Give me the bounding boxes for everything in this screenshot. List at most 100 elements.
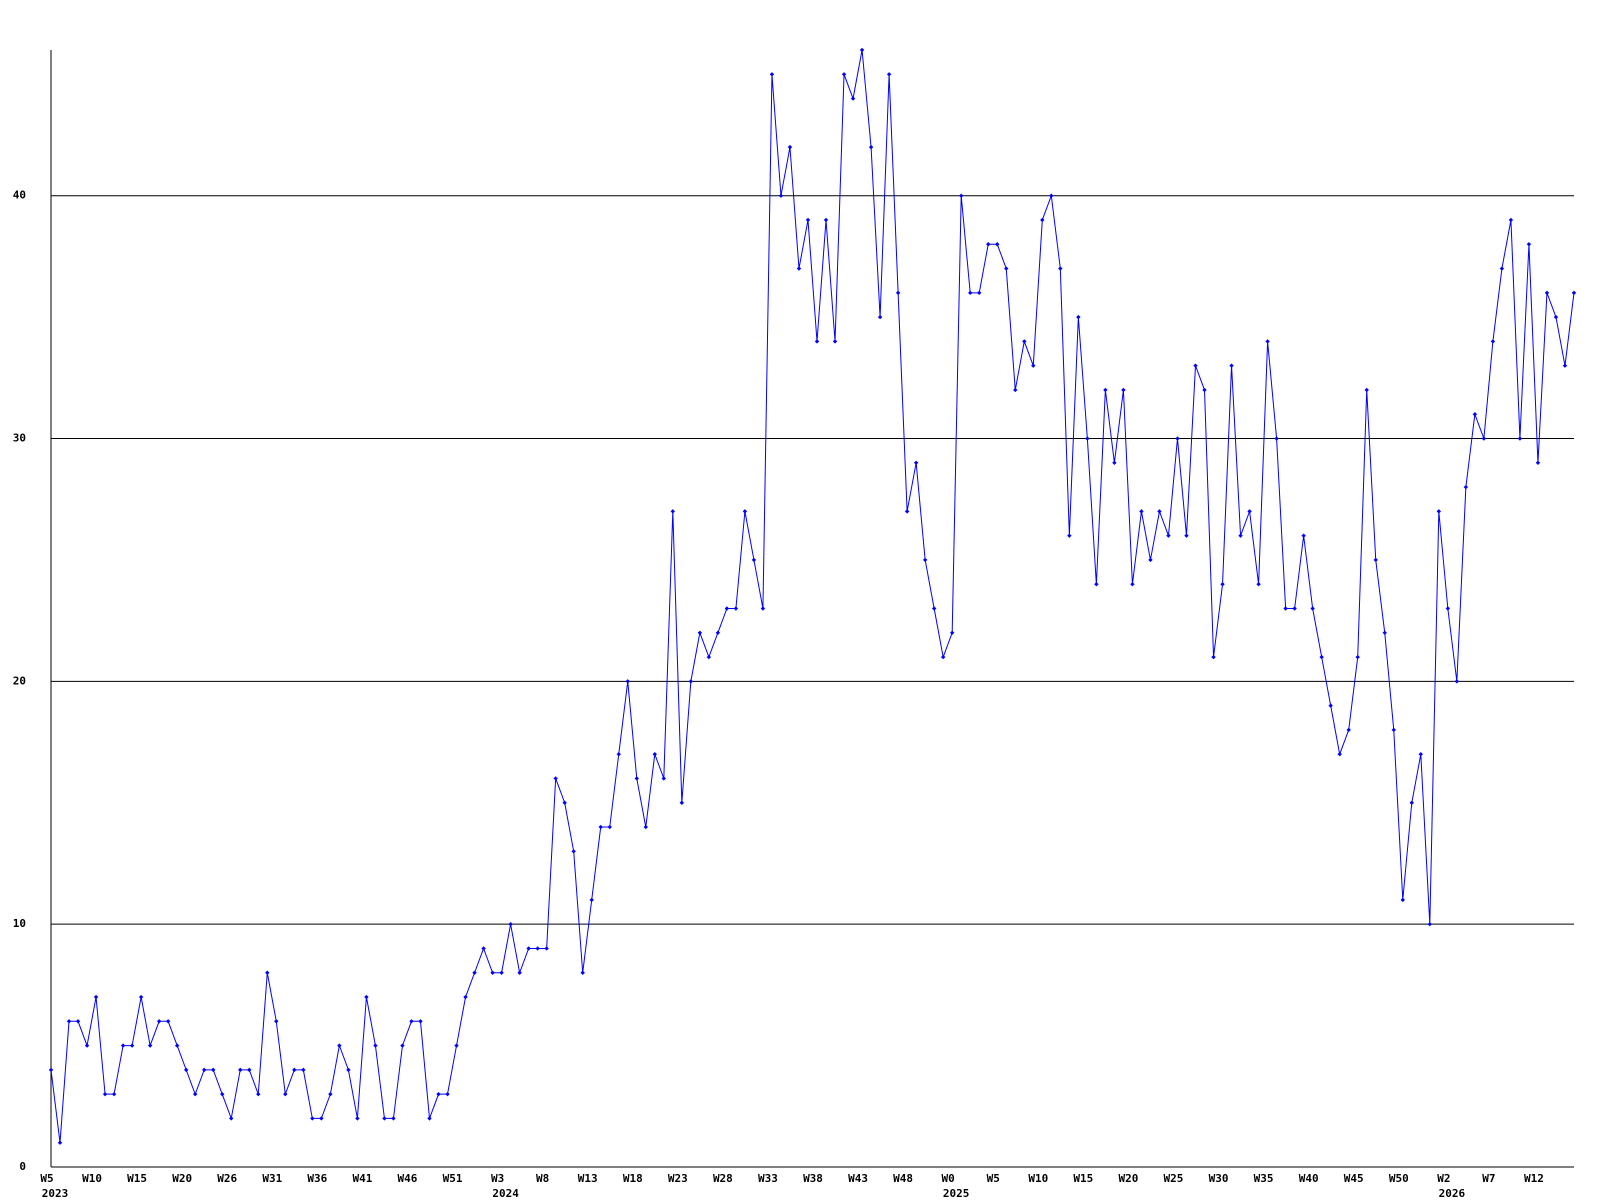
data-point <box>1121 387 1126 393</box>
data-point <box>1382 630 1387 635</box>
data-point <box>183 1067 189 1073</box>
data-point <box>1130 582 1135 587</box>
x-tick-label: W36 <box>307 1172 327 1185</box>
data-point <box>346 1067 351 1073</box>
data-point <box>156 1019 162 1024</box>
x-tick-label: W25 <box>1164 1172 1184 1185</box>
data-point <box>986 242 991 247</box>
data-point <box>1049 193 1054 198</box>
data-point <box>1301 533 1306 538</box>
data-point <box>57 1140 63 1145</box>
data-point <box>418 1019 423 1024</box>
data-point <box>93 994 99 1000</box>
data-point <box>778 193 784 198</box>
data-point <box>463 994 468 1000</box>
x-year-label: 2025 <box>943 1187 970 1200</box>
data-point <box>202 1067 207 1073</box>
data-point <box>499 970 504 975</box>
data-point <box>391 1116 396 1121</box>
data-point <box>382 1116 387 1121</box>
data-point <box>409 1019 414 1024</box>
data-point <box>553 776 558 781</box>
data-point <box>310 1116 315 1121</box>
data-point <box>1157 509 1162 514</box>
x-tick-label: W30 <box>1209 1172 1229 1185</box>
data-point <box>373 1043 378 1048</box>
data-point <box>1076 314 1081 320</box>
data-point <box>427 1116 432 1121</box>
x-tick-label: W28 <box>713 1172 733 1185</box>
data-point <box>1085 436 1090 441</box>
data-point <box>1238 533 1243 538</box>
data-point <box>1094 582 1099 587</box>
y-tick-label: 0 <box>19 1160 26 1173</box>
data-point <box>445 1091 450 1097</box>
data-point <box>868 144 874 150</box>
data-point <box>1166 533 1171 538</box>
data-point <box>1436 509 1442 514</box>
data-point <box>1481 436 1487 441</box>
data-point <box>589 897 594 903</box>
data-point <box>607 824 612 830</box>
data-point <box>481 946 486 951</box>
x-tick-label: W51 <box>443 1172 463 1185</box>
data-point <box>995 242 1000 247</box>
data-point <box>1409 800 1414 805</box>
data-point <box>472 970 477 975</box>
data-point <box>1517 436 1523 441</box>
data-point <box>1139 509 1144 514</box>
data-point <box>562 800 567 805</box>
data-point <box>1346 727 1351 733</box>
data-point <box>283 1091 288 1097</box>
data-point <box>1472 412 1478 417</box>
data-point <box>1418 751 1423 757</box>
data-point <box>1022 339 1027 344</box>
x-year-label: 2023 <box>42 1187 69 1200</box>
data-point <box>733 606 739 611</box>
data-point <box>922 557 928 563</box>
data-point <box>337 1043 342 1048</box>
data-point <box>1004 266 1009 271</box>
x-tick-label: W43 <box>848 1172 868 1185</box>
data-point <box>508 921 513 927</box>
data-point <box>1463 484 1469 490</box>
data-point <box>661 776 667 781</box>
data-point <box>301 1067 306 1073</box>
data-point <box>1355 654 1360 660</box>
data-point <box>1211 654 1216 660</box>
data-point <box>364 994 369 1000</box>
data-point <box>1571 290 1577 296</box>
data-point <box>823 217 829 223</box>
y-tick-label: 30 <box>13 432 26 445</box>
data-point <box>1319 654 1324 660</box>
data-point <box>174 1043 180 1048</box>
data-point <box>355 1116 360 1121</box>
data-point <box>517 970 522 975</box>
x-tick-label: W23 <box>668 1172 688 1185</box>
x-tick-label: W38 <box>803 1172 823 1185</box>
data-point <box>1328 703 1333 708</box>
x-tick-label: W18 <box>623 1172 643 1185</box>
x-tick-label: W33 <box>758 1172 778 1185</box>
data-point <box>571 849 576 854</box>
data-point <box>274 1019 279 1024</box>
x-tick-label: W20 <box>172 1172 192 1185</box>
data-point <box>1490 339 1496 344</box>
data-point <box>958 193 964 198</box>
data-point <box>1364 387 1369 393</box>
y-tick-label: 40 <box>13 189 26 202</box>
data-point <box>66 1019 72 1024</box>
data-point <box>1040 217 1045 223</box>
data-point <box>706 654 712 660</box>
data-point <box>616 751 621 757</box>
data-point <box>805 217 811 223</box>
data-point <box>940 654 946 660</box>
x-tick-label: W10 <box>1028 1172 1048 1185</box>
data-point <box>1184 533 1189 538</box>
y-tick-label: 10 <box>13 917 26 930</box>
data-point <box>211 1067 216 1073</box>
data-point <box>688 679 694 684</box>
data-point <box>1229 363 1234 368</box>
data-point <box>625 679 630 684</box>
x-tick-label: W41 <box>352 1172 372 1185</box>
